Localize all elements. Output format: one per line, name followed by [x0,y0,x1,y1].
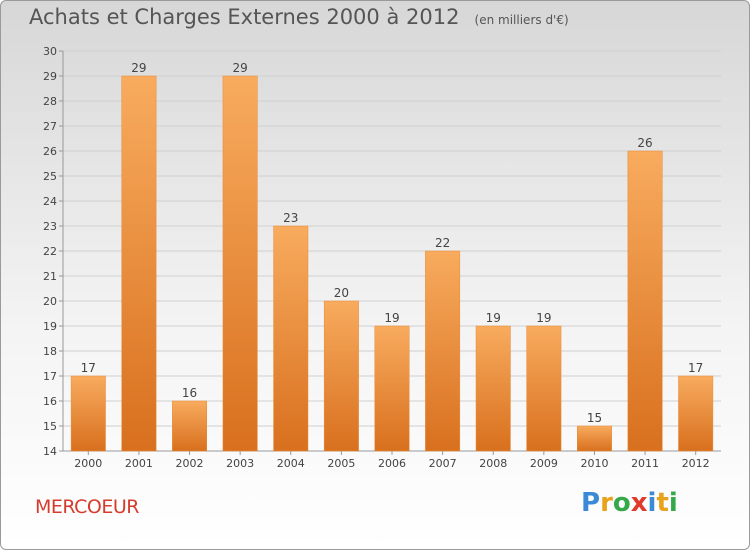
y-tick-label: 25 [43,170,57,183]
y-tick-label: 24 [43,195,57,208]
x-tick-label: 2006 [378,457,406,470]
value-label: 26 [637,136,652,150]
bar-2009 [526,325,562,452]
bar-2006 [374,325,410,452]
x-tick-labels: 2000 2001 2002 2003 2004 2005 2006 2007 2008 2009… [74,457,709,470]
value-label: 22 [435,236,450,250]
title-area: Achats et Charges Externes 2000 à 2012 (… [29,5,569,29]
bar-2007 [425,250,461,452]
value-label: 20 [334,286,349,300]
logo-letter: o [612,488,631,518]
logo-letter: r [600,488,613,518]
y-tick-label: 29 [43,70,57,83]
logo-letter: i [647,488,657,518]
y-tick-labels: 14 15 16 17 18 19 20 21 22 23 24 25 26 27 28 29 30 [43,45,57,458]
value-label: 17 [688,361,703,375]
y-tick-label: 30 [43,45,57,58]
y-tick-label: 14 [43,445,57,458]
value-label: 19 [486,311,501,325]
logo-letter: P [581,488,601,518]
y-tick-label: 28 [43,95,57,108]
logo-letter: i [668,488,678,518]
value-label: 17 [81,361,96,375]
value-label: 15 [587,411,602,425]
chart-title: Achats et Charges Externes 2000 à 2012 [29,5,460,29]
y-tick-label: 17 [43,370,57,383]
logo-letter: t [656,488,669,518]
bar-2004 [273,225,309,452]
value-label: 29 [131,61,146,75]
y-tick-label: 21 [43,270,57,283]
x-tick-label: 2000 [74,457,102,470]
y-tick-label: 22 [43,245,57,258]
x-tick-label: 2002 [176,457,204,470]
x-tick-label: 2003 [226,457,254,470]
chart-subtitle: (en milliers d'€) [474,13,569,27]
value-label: 29 [233,61,248,75]
y-tick-label: 26 [43,145,57,158]
x-tick-label: 2012 [682,457,710,470]
bar-2002 [172,400,207,452]
x-tick-label: 2009 [530,457,558,470]
bar-2010 [577,425,612,452]
x-tick-label: 2011 [631,457,659,470]
y-tick-label: 20 [43,295,57,308]
x-tick-label: 2010 [580,457,608,470]
bar-2012 [678,375,714,452]
y-tick-label: 16 [43,395,57,408]
value-label: 16 [182,386,197,400]
bar-2001 [121,75,157,452]
value-label: 19 [384,311,399,325]
x-tick-label: 2004 [277,457,305,470]
proxiti-logo: Proxiti [581,488,678,518]
bar-2003 [222,75,258,452]
bars [70,75,714,452]
logo-letter: x [630,488,648,518]
x-tick-label: 2005 [327,457,355,470]
bar-2000 [70,375,106,452]
bar-2011 [627,150,663,452]
y-tick-label: 18 [43,345,57,358]
bar-2008 [475,325,511,452]
y-tick-label: 19 [43,320,57,333]
bar-2005 [323,300,359,452]
y-tick-label: 23 [43,220,57,233]
x-tick-label: 2007 [429,457,457,470]
value-labels: 17 29 16 29 23 20 19 22 19 19 15 26 17 [81,61,704,425]
x-tick-label: 2008 [479,457,507,470]
commune-name: MERCOEUR [35,496,140,518]
x-tick-label: 2001 [125,457,153,470]
value-label: 23 [283,211,298,225]
y-tick-label: 15 [43,420,57,433]
value-label: 19 [536,311,551,325]
y-tick-label: 27 [43,120,57,133]
